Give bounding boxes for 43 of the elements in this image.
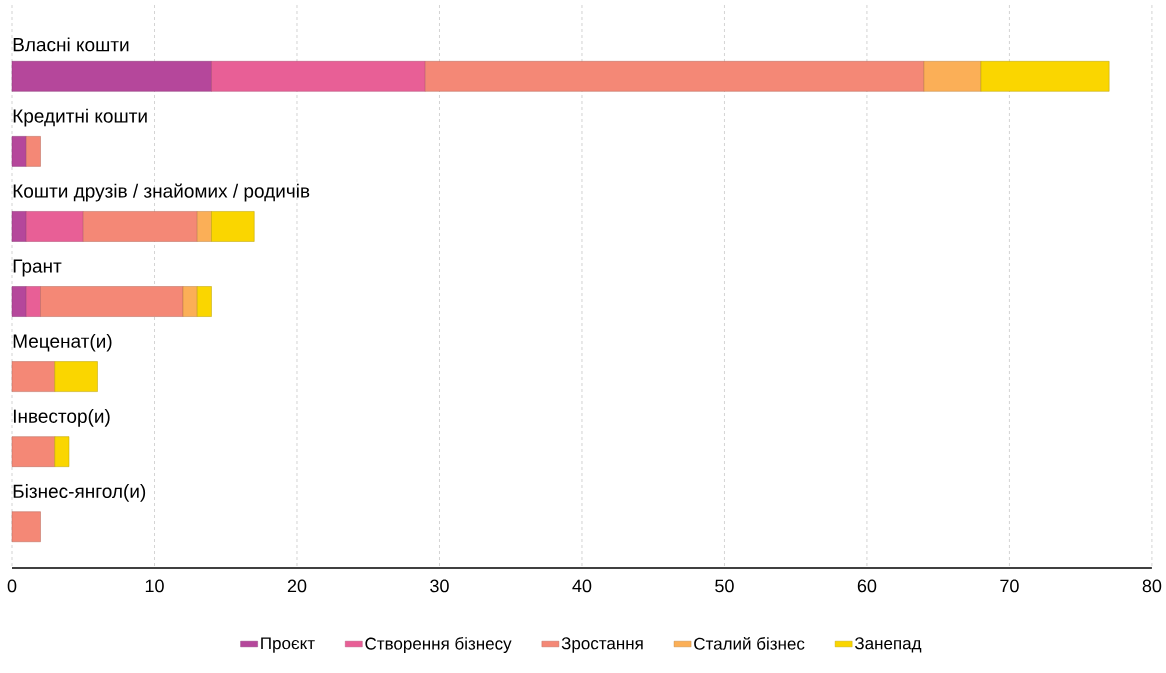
- x-tick-label: 60: [857, 579, 877, 593]
- bar: [980, 61, 1110, 92]
- bar: [211, 211, 255, 242]
- bar: [211, 61, 426, 92]
- y-tick-label: Бізнес-янгол(и): [13, 484, 146, 502]
- y-tick-label: Власні кошти: [13, 37, 129, 52]
- bar: [26, 211, 84, 242]
- bar: [11, 286, 27, 317]
- x-tick-label: 30: [430, 579, 449, 593]
- x-tick-label: 10: [145, 579, 164, 593]
- bar: [11, 211, 27, 242]
- bar: [923, 61, 982, 92]
- bar: [40, 286, 184, 317]
- y-tick-label: Грант: [13, 259, 62, 277]
- bar: [26, 136, 41, 167]
- bar: [54, 436, 70, 467]
- legend-label: Зростання: [561, 637, 643, 653]
- x-tick-label: 80: [1142, 579, 1162, 593]
- legend-label: Занепад: [854, 637, 922, 653]
- y-tick-label: Інвестор(и): [13, 408, 110, 427]
- x-tick-label: 50: [715, 579, 734, 593]
- x-tick-label: 40: [572, 579, 592, 593]
- bar: [11, 436, 55, 467]
- bar: [196, 286, 212, 317]
- bar: [196, 211, 212, 242]
- legend-label: Проєкт: [261, 637, 315, 653]
- y-tick-label: Меценат(и): [13, 333, 112, 352]
- bar: [11, 511, 41, 542]
- bar: [424, 61, 925, 92]
- bar: [11, 361, 55, 392]
- x-tick-label: 0: [7, 579, 17, 593]
- legend-label: Створення бізнесу: [365, 637, 512, 654]
- x-tick-label: 70: [1000, 579, 1019, 593]
- bar: [11, 61, 212, 92]
- bar: [26, 286, 41, 317]
- legend-label: Сталий бізнес: [694, 636, 805, 650]
- bar: [182, 286, 198, 317]
- bar: [83, 211, 198, 242]
- y-tick-label: Кошти друзів / знайомих / родичів: [13, 183, 310, 202]
- x-tick-label: 20: [287, 579, 307, 593]
- bar: [54, 361, 98, 392]
- y-tick-label: Кредитні кошти: [13, 108, 147, 127]
- bar: [11, 136, 27, 167]
